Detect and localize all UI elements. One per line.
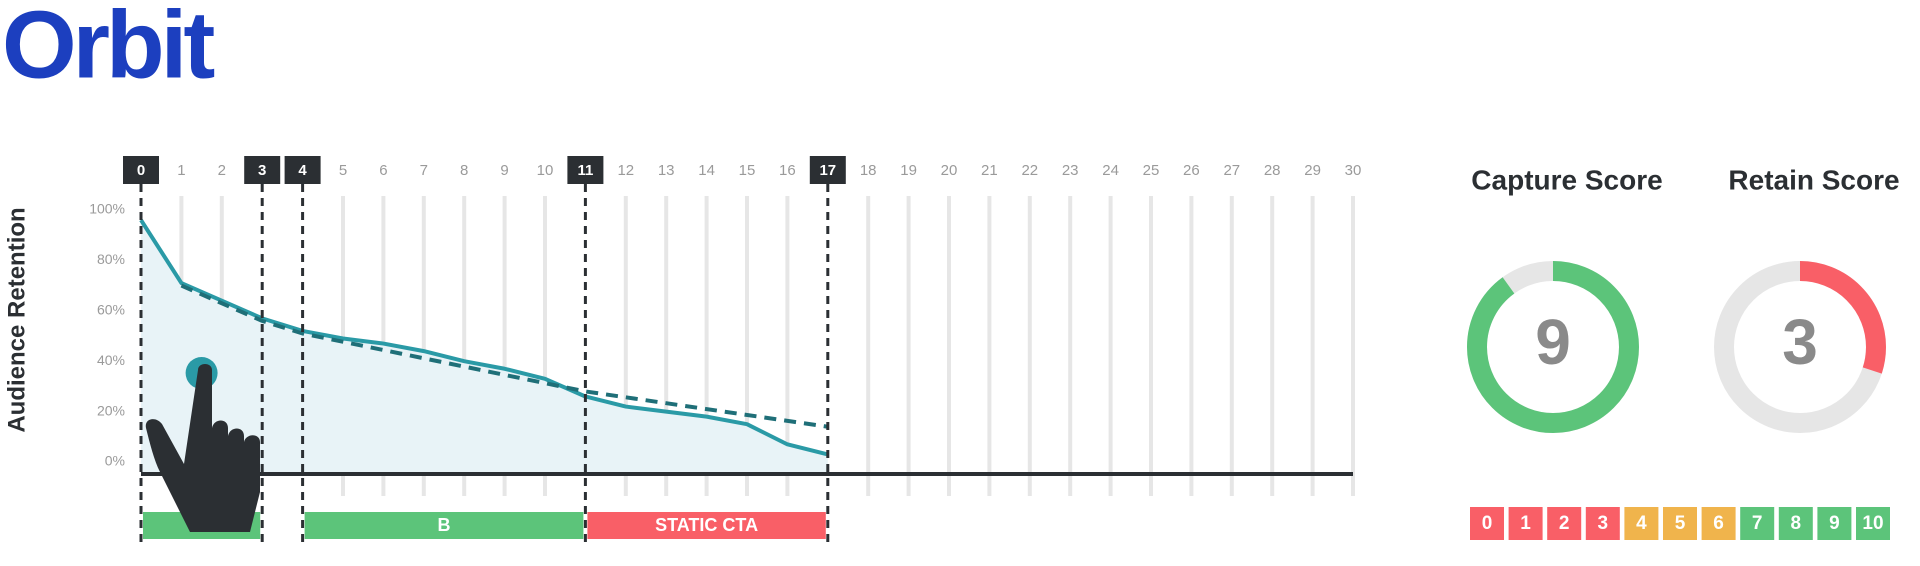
marker-box bbox=[244, 156, 281, 184]
scale-label: 10 bbox=[1862, 513, 1883, 534]
scale-box bbox=[1624, 507, 1659, 540]
x-tick-label: 16 bbox=[779, 162, 796, 179]
scale-box bbox=[1778, 507, 1813, 540]
area-fill bbox=[141, 220, 828, 474]
x-tick-label: 22 bbox=[1021, 162, 1038, 179]
x-tick-label: 0 bbox=[137, 162, 145, 179]
x-tick-label: 6 bbox=[379, 162, 387, 179]
x-tick-label: 4 bbox=[298, 162, 307, 179]
x-tick-label: 19 bbox=[900, 162, 917, 179]
x-tick-label: 9 bbox=[500, 162, 508, 179]
x-tick-label: 26 bbox=[1183, 162, 1200, 179]
x-tick-label: 17 bbox=[819, 162, 836, 179]
x-tick-label: 20 bbox=[941, 162, 958, 179]
y-tick-label: 60% bbox=[97, 302, 125, 318]
segment-label: STATIC CTA bbox=[655, 515, 758, 535]
donut-arc bbox=[1714, 261, 1886, 433]
x-tick-label: 3 bbox=[258, 162, 266, 179]
scale-box bbox=[1663, 507, 1697, 540]
scale-box bbox=[1817, 507, 1852, 540]
scale-label: 0 bbox=[1482, 513, 1493, 534]
x-tick-label: 13 bbox=[658, 162, 675, 179]
marker-box bbox=[809, 156, 846, 184]
scale-box bbox=[1470, 507, 1504, 540]
x-tick-label: 24 bbox=[1102, 162, 1119, 179]
x-tick-label: 14 bbox=[698, 162, 715, 179]
x-tick-label: 23 bbox=[1062, 162, 1079, 179]
y-tick-label: 20% bbox=[97, 402, 125, 418]
marker-box bbox=[123, 156, 159, 184]
hand-shape bbox=[145, 364, 260, 532]
y-tick-label: 0% bbox=[105, 453, 125, 469]
x-tick-label: 25 bbox=[1143, 162, 1160, 179]
scale-label: 1 bbox=[1520, 513, 1531, 534]
scale-label: 6 bbox=[1713, 513, 1724, 534]
x-tick-label: 2 bbox=[218, 162, 226, 179]
segment-bar bbox=[587, 512, 826, 539]
score-title: Capture Score bbox=[1471, 164, 1662, 195]
score-value: 3 bbox=[1782, 306, 1818, 378]
series-line bbox=[139, 219, 829, 457]
marker-box bbox=[284, 156, 321, 184]
scale-box bbox=[1701, 507, 1736, 540]
y-axis-label: Audience Retention bbox=[3, 207, 30, 432]
scale-label: 8 bbox=[1791, 513, 1802, 534]
x-tick-label: 30 bbox=[1345, 162, 1362, 179]
plot: 0 1 2 3 4 5 6 7 8 9 10 11 12 13 14 15 16 17 18 19 20 21 22 23 24… bbox=[89, 156, 1361, 545]
scores: Capture Score 9 Retain Score 3 0 1 2 3 4 5 6 7 8 9 10 bbox=[1467, 164, 1900, 540]
scale-label: 7 bbox=[1752, 513, 1763, 534]
scale-box bbox=[1508, 507, 1543, 540]
x-tick-label: 27 bbox=[1223, 162, 1240, 179]
x-tick-label: 10 bbox=[537, 162, 554, 179]
series-line bbox=[180, 283, 829, 429]
scale-label: 9 bbox=[1829, 513, 1840, 534]
donut-arc bbox=[1467, 261, 1639, 433]
scale-box bbox=[1585, 507, 1620, 540]
x-tick-label: 28 bbox=[1264, 162, 1281, 179]
scale-label: 3 bbox=[1598, 513, 1609, 534]
hand-icon bbox=[145, 364, 260, 532]
x-tick-label: 8 bbox=[460, 162, 468, 179]
x-tick-label: 11 bbox=[577, 162, 593, 179]
scale-label: 4 bbox=[1636, 513, 1647, 534]
scale-label: 2 bbox=[1559, 513, 1570, 534]
x-tick-label: 5 bbox=[339, 162, 347, 179]
scale-box bbox=[1856, 507, 1890, 540]
segment-bar bbox=[304, 512, 584, 539]
scale-box bbox=[1740, 507, 1775, 540]
x-tick-label: 1 bbox=[177, 162, 185, 179]
y-tick-label: 100% bbox=[89, 201, 125, 217]
y-tick-label: 40% bbox=[97, 352, 125, 368]
scale-box bbox=[1547, 507, 1582, 540]
scale-label: 5 bbox=[1675, 513, 1686, 534]
x-tick-label: 7 bbox=[420, 162, 428, 179]
x-tick-label: 18 bbox=[860, 162, 877, 179]
x-tick-label: 29 bbox=[1304, 162, 1321, 179]
y-tick-label: 80% bbox=[97, 251, 125, 267]
x-tick-label: 15 bbox=[739, 162, 756, 179]
segment-label: B bbox=[438, 515, 451, 535]
marker-box bbox=[567, 156, 604, 184]
x-tick-label: 21 bbox=[981, 162, 998, 179]
logo: Orbit bbox=[2, 0, 214, 98]
x-tick-label: 12 bbox=[617, 162, 634, 179]
score-title: Retain Score bbox=[1728, 164, 1899, 195]
score-value: 9 bbox=[1535, 306, 1571, 378]
